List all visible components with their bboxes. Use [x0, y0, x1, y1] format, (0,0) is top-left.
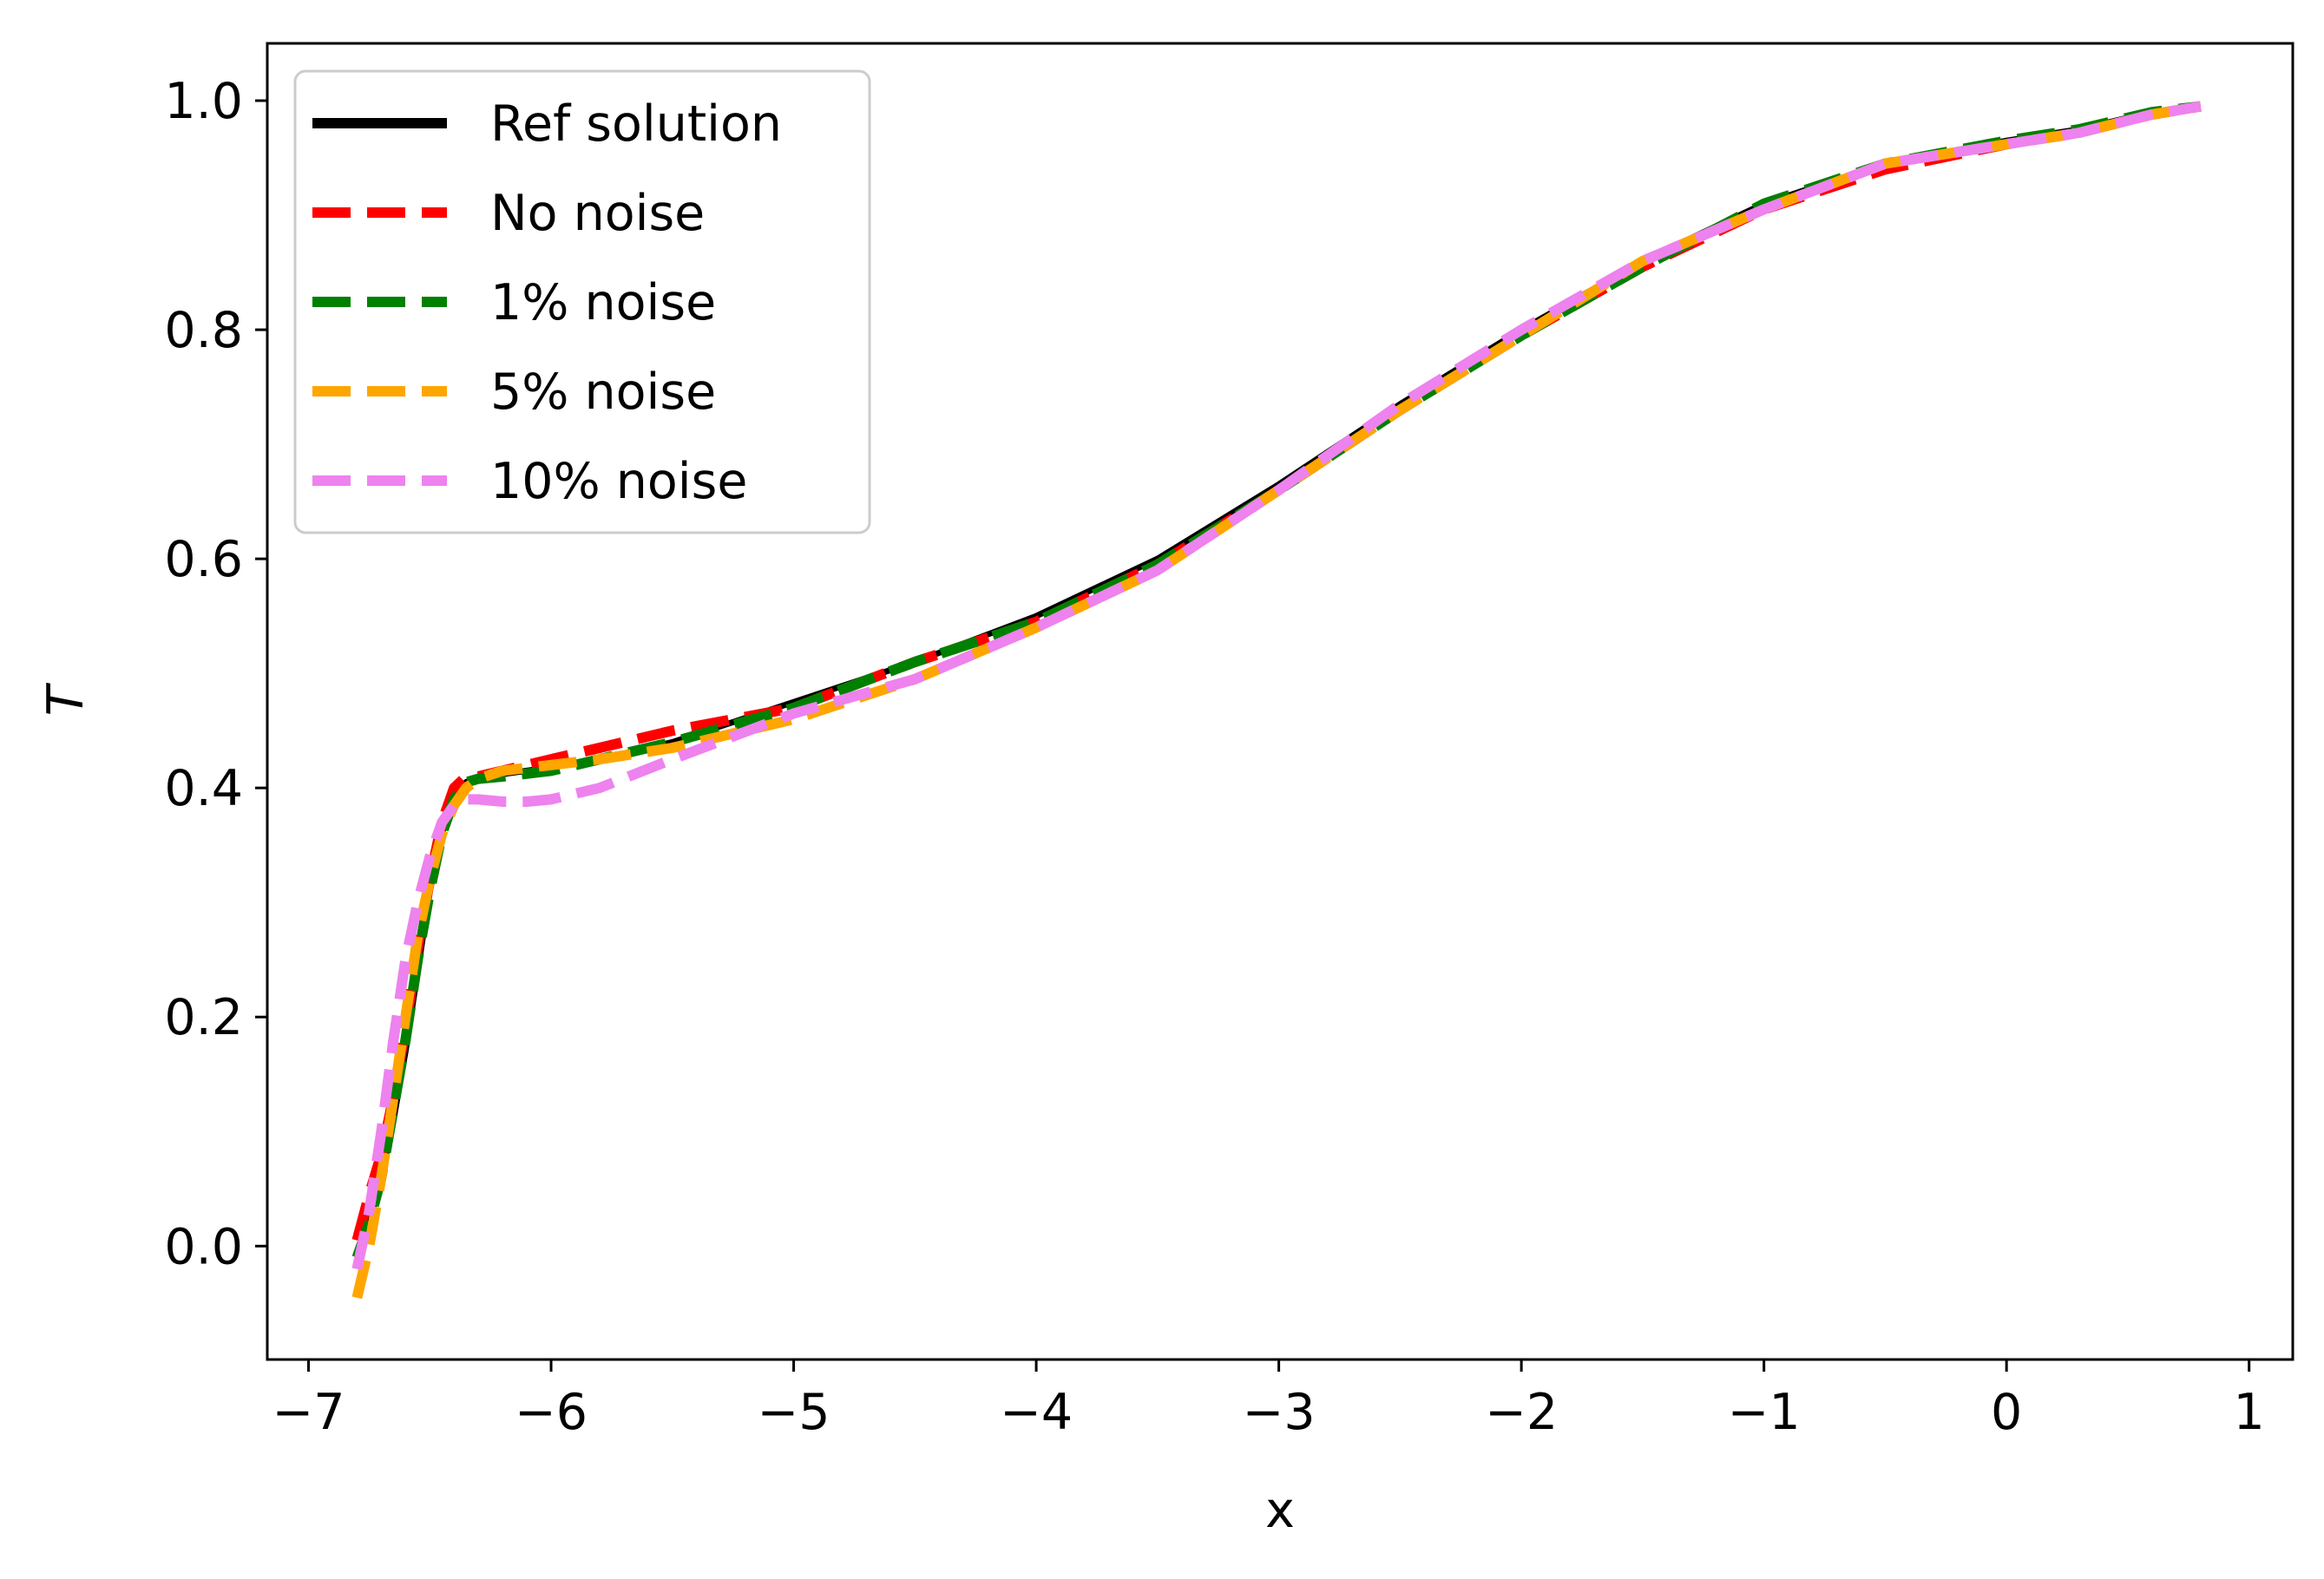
- y-tick-label: 0.2: [164, 989, 243, 1046]
- series-line-10pct-noise: [351, 101, 2202, 1270]
- legend-label-10pct-noise: 10% noise: [490, 453, 747, 510]
- series-layer: [351, 101, 2202, 1300]
- series-line-no-noise: [351, 101, 2202, 1242]
- x-tick-label: −5: [758, 1384, 830, 1441]
- legend: Ref solution No noise 1% noise 5% noise 10% …: [293, 69, 871, 534]
- series-line-1pct-noise: [351, 101, 2202, 1260]
- legend-label-no-noise: No noise: [490, 185, 705, 242]
- x-tick-label: −6: [515, 1384, 588, 1441]
- legend-label-1pct-noise: 1% noise: [490, 274, 716, 331]
- y-axis-label: T: [37, 682, 95, 716]
- y-axis-ticks: 0.0 0.2 0.4 0.6 0.8 1.0: [164, 73, 267, 1275]
- legend-label-ref-solution: Ref solution: [490, 95, 782, 153]
- y-tick-label: 0.0: [164, 1218, 243, 1275]
- legend-label-5pct-noise: 5% noise: [490, 364, 716, 421]
- y-tick-label: 0.4: [164, 760, 243, 817]
- x-axis-label: x: [1265, 1482, 1295, 1539]
- legend-box: [293, 69, 871, 534]
- x-tick-label: 1: [2234, 1384, 2265, 1441]
- y-tick-label: 0.8: [164, 302, 243, 359]
- x-tick-label: −4: [1000, 1384, 1073, 1441]
- y-tick-label: 1.0: [164, 73, 243, 130]
- x-axis-ticks: −7 −6 −5 −4 −3 −2 −1 0 1: [272, 1360, 2265, 1441]
- x-tick-label: −7: [272, 1384, 345, 1441]
- x-tick-label: −3: [1243, 1384, 1316, 1441]
- y-tick-label: 0.6: [164, 531, 243, 588]
- x-tick-label: −1: [1728, 1384, 1801, 1441]
- x-tick-label: −2: [1485, 1384, 1558, 1441]
- x-tick-label: 0: [1991, 1384, 2022, 1441]
